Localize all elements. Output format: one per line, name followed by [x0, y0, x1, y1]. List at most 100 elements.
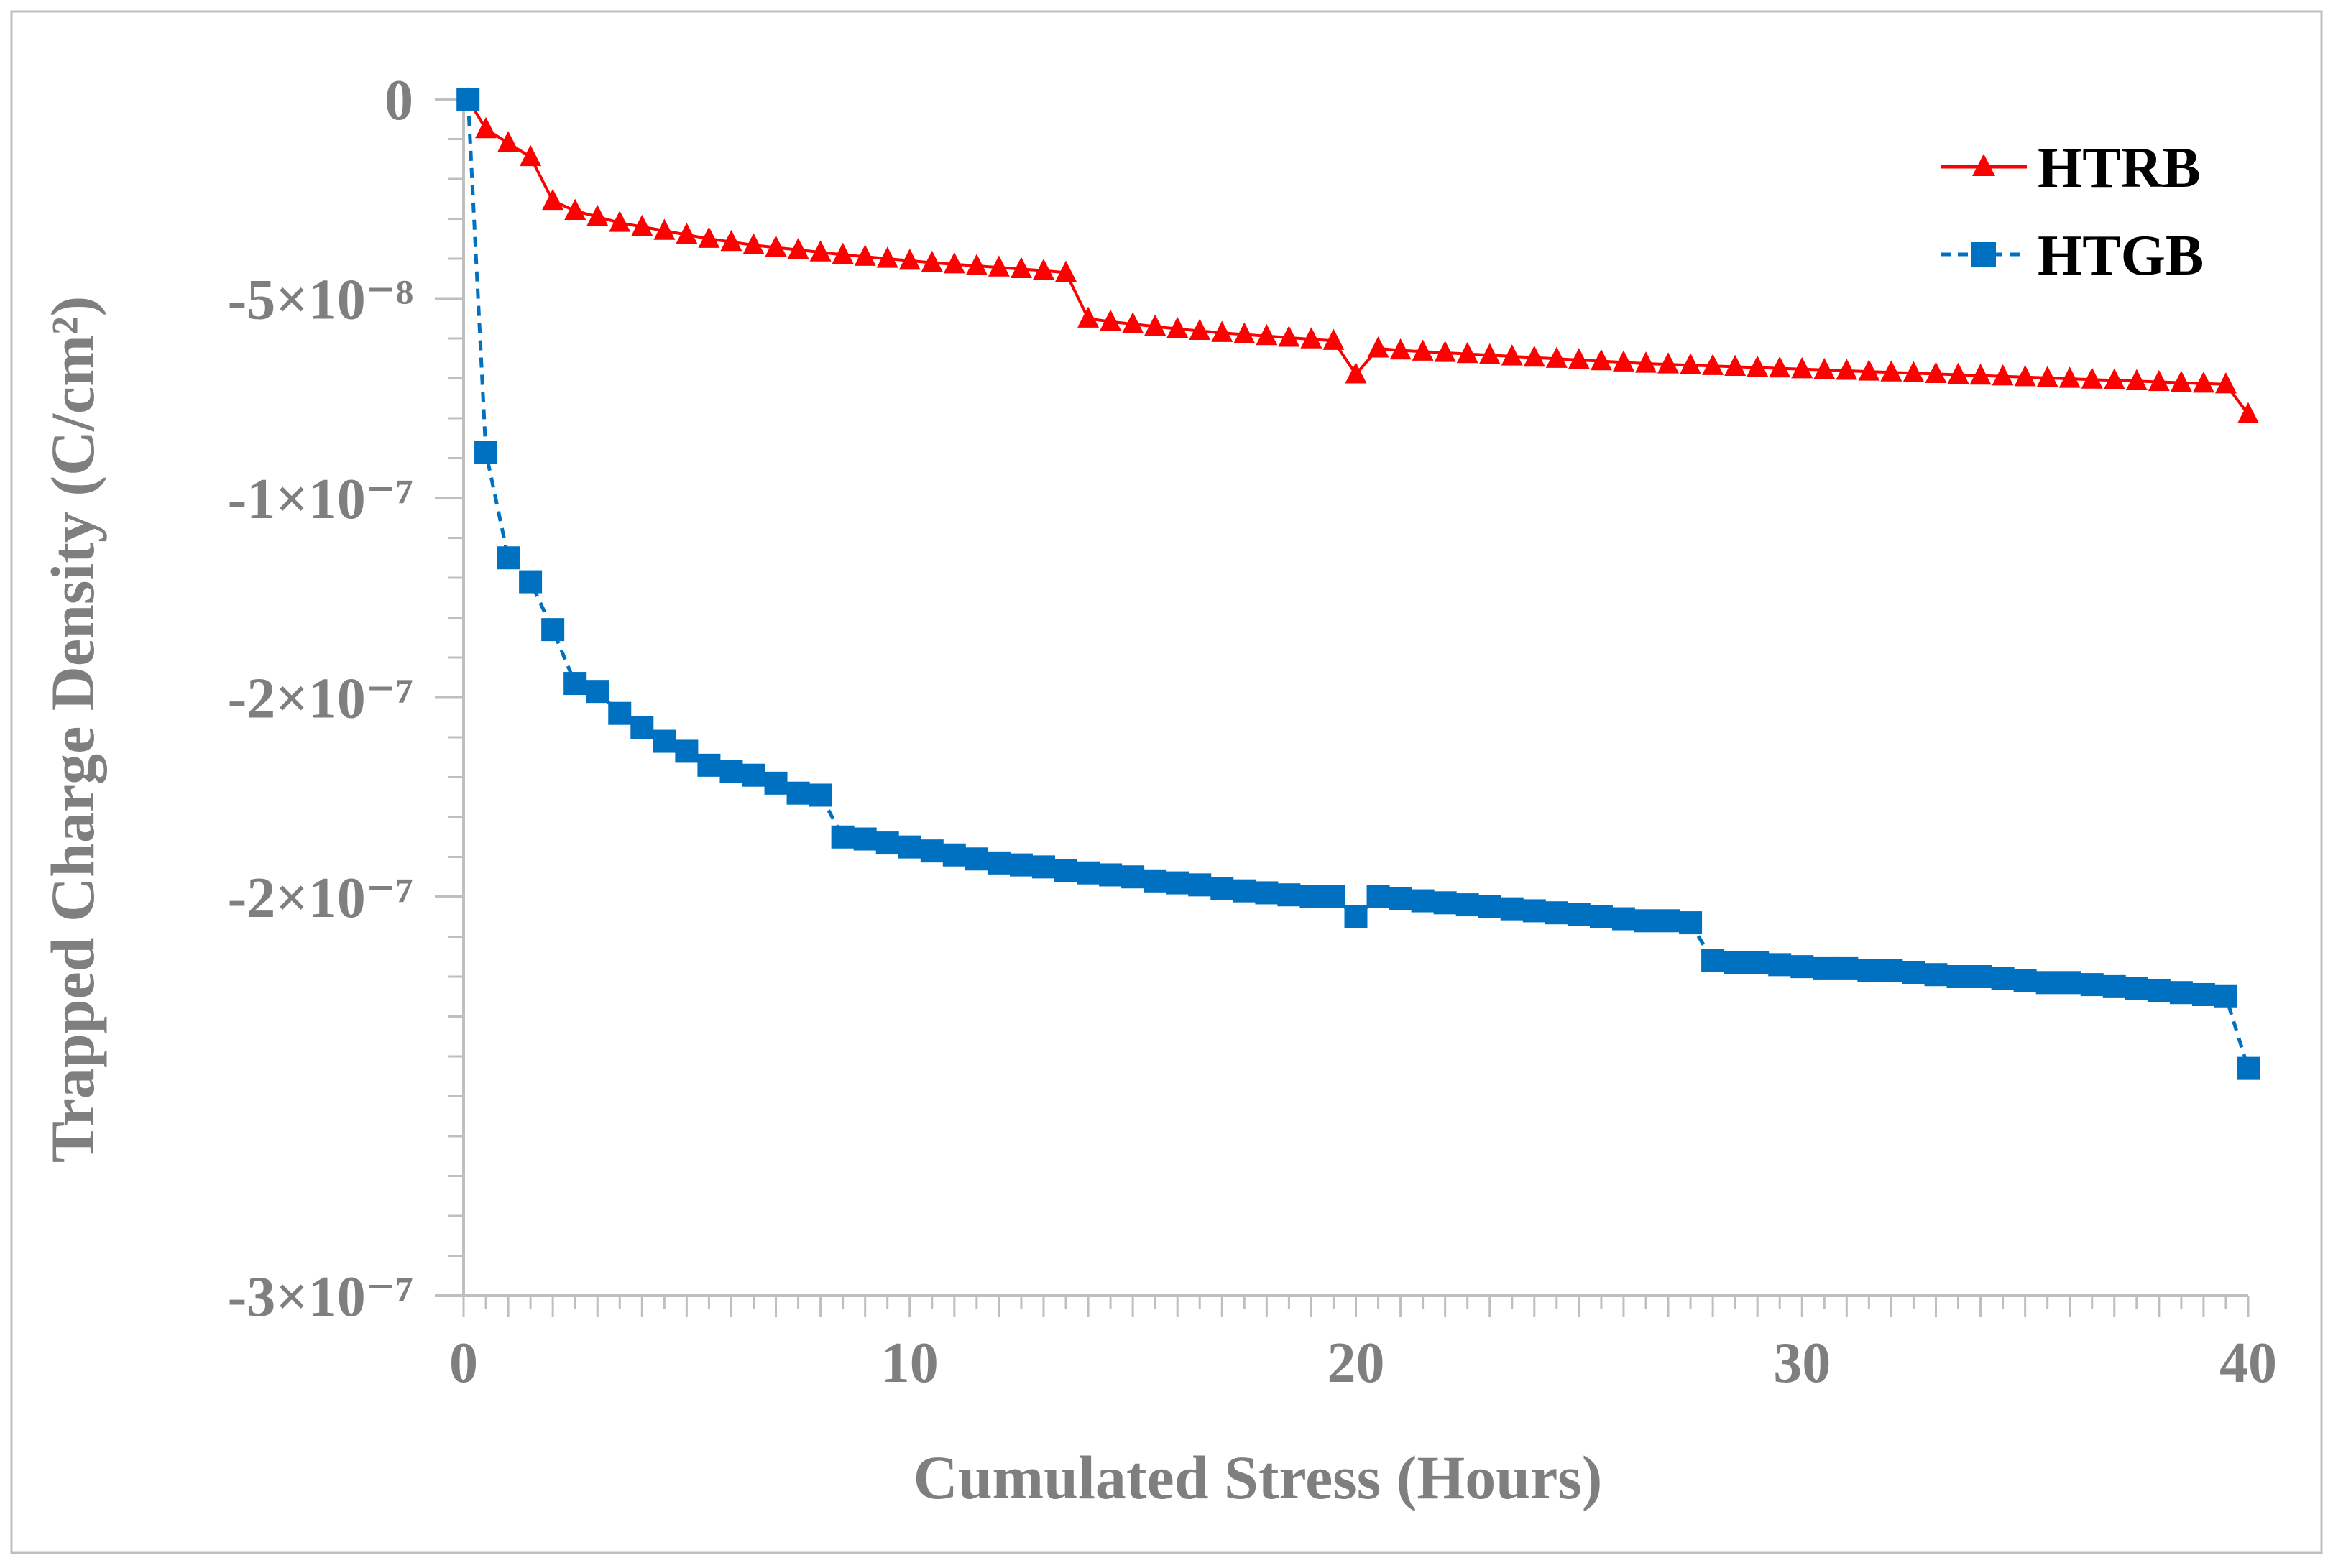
data-point-htrb [1322, 328, 1345, 350]
data-point-htrb [1769, 356, 1791, 378]
data-point-htrb [1969, 363, 1992, 385]
data-point-htgb [1946, 965, 1970, 988]
data-point-htrb [1122, 312, 1144, 333]
series-layer [456, 87, 2260, 1080]
data-point-htrb [1233, 322, 1256, 344]
data-point-htrb [2036, 366, 2058, 387]
data-point-htgb [898, 835, 921, 859]
data-point-htgb [1567, 903, 1591, 926]
x-tick-label: 10 [881, 1332, 939, 1395]
data-point-htgb [1679, 911, 1703, 935]
axes-layer: 0 -5×10⁻⁸ -1×10⁻⁷ -2×10⁻⁷ -2×10⁻⁷ -3×10⁻⁷ 0 10 2… [228, 69, 2277, 1395]
data-point-htrb [1144, 314, 1166, 336]
data-point-htrb [1813, 358, 1836, 379]
data-point-htrb [586, 204, 609, 226]
data-point-htrb [1478, 343, 1501, 364]
legend-marker-htrb [1972, 154, 1995, 176]
data-point-htrb [1278, 326, 1300, 347]
legend-label-htrb: HTRB [2038, 137, 2201, 200]
data-point-htrb [765, 235, 787, 257]
data-point-htrb [2237, 402, 2259, 424]
data-point-htrb [1702, 354, 1724, 375]
data-point-htgb [1478, 895, 1501, 918]
data-point-htgb [2102, 974, 2126, 998]
data-point-htgb [630, 716, 654, 739]
data-point-htrb [1992, 364, 2014, 386]
legend-label-htgb: HTGB [2038, 224, 2204, 287]
data-point-htrb [1189, 318, 1211, 341]
y-axis-title: Trapped Charge Density (C/cm²) [38, 296, 107, 1163]
data-point-htgb [965, 847, 988, 871]
data-point-htrb [1389, 338, 1412, 360]
data-point-htrb [832, 242, 854, 264]
data-point-htrb [1858, 359, 1880, 381]
data-point-htgb [1589, 905, 1613, 928]
data-point-htrb [898, 248, 921, 270]
data-point-htgb [608, 701, 632, 725]
data-point-htgb [456, 88, 480, 111]
data-point-htrb [564, 198, 586, 220]
data-point-htgb [1790, 955, 1814, 979]
data-point-htrb [1300, 327, 1322, 349]
data-point-htgb [1634, 909, 1657, 933]
data-point-htgb [1545, 901, 1568, 925]
data-point-htgb [474, 441, 498, 464]
data-point-htgb [1611, 907, 1635, 931]
data-point-htgb [1121, 865, 1145, 889]
data-point-htrb [475, 116, 497, 139]
data-point-htrb [1612, 350, 1634, 372]
data-point-htrb [653, 218, 676, 240]
data-point-htgb [1902, 961, 1925, 984]
data-point-htgb [1188, 873, 1212, 897]
data-point-htrb [1590, 349, 1612, 371]
data-point-htgb [1969, 965, 1992, 988]
y-tick-label: -2×10⁻⁷ [228, 867, 413, 930]
data-point-htgb [1522, 899, 1546, 923]
data-point-htgb [2214, 984, 2237, 1008]
data-point-htgb [1455, 893, 1479, 917]
data-point-htgb [2147, 979, 2171, 1002]
data-point-htgb [1857, 959, 1881, 982]
data-point-htgb [764, 771, 788, 795]
data-point-htrb [609, 211, 631, 232]
legend: HTRB HTGB [1941, 137, 2204, 287]
data-point-htgb [1054, 859, 1078, 882]
data-point-htgb [1813, 956, 1836, 980]
data-point-htgb [831, 825, 855, 849]
data-point-htgb [853, 827, 877, 851]
data-point-htgb [1991, 967, 2015, 990]
data-point-htrb [2148, 369, 2170, 392]
y-tick-label: -5×10⁻⁸ [228, 269, 413, 332]
data-point-htgb [1233, 879, 1256, 903]
legend-marker-htgb [1971, 242, 1996, 267]
data-point-htrb [1657, 352, 1680, 374]
data-point-htrb [520, 144, 542, 167]
data-point-htgb [675, 739, 699, 763]
data-point-htrb [2014, 365, 2036, 387]
data-point-htrb [1545, 346, 1568, 368]
data-point-htgb [1433, 891, 1457, 915]
data-point-htgb [2125, 977, 2148, 1000]
data-point-htrb [1211, 320, 1233, 342]
data-point-htrb [988, 255, 1010, 277]
series-htgb [456, 88, 2260, 1080]
data-point-htrb [1010, 257, 1032, 279]
x-tick-label: 20 [1327, 1332, 1385, 1395]
data-point-htrb [809, 240, 832, 262]
y-tick-label: -2×10⁻⁷ [228, 668, 413, 731]
data-point-htrb [943, 252, 965, 274]
data-point-htgb [1144, 869, 1167, 893]
data-point-htrb [2170, 370, 2192, 392]
data-point-htrb [1747, 355, 1769, 377]
data-point-htgb [1724, 951, 1747, 974]
data-point-htgb [1768, 953, 1792, 977]
data-point-htrb [1523, 345, 1545, 367]
data-point-htrb [1902, 361, 1925, 382]
data-point-htrb [631, 214, 653, 236]
data-point-htrb [2058, 366, 2081, 388]
data-point-htrb [497, 131, 520, 152]
y-tick-label: -3×10⁻⁷ [228, 1265, 413, 1329]
data-point-htgb [742, 763, 765, 787]
data-point-htrb [1680, 353, 1702, 374]
data-point-htrb [2081, 367, 2103, 389]
